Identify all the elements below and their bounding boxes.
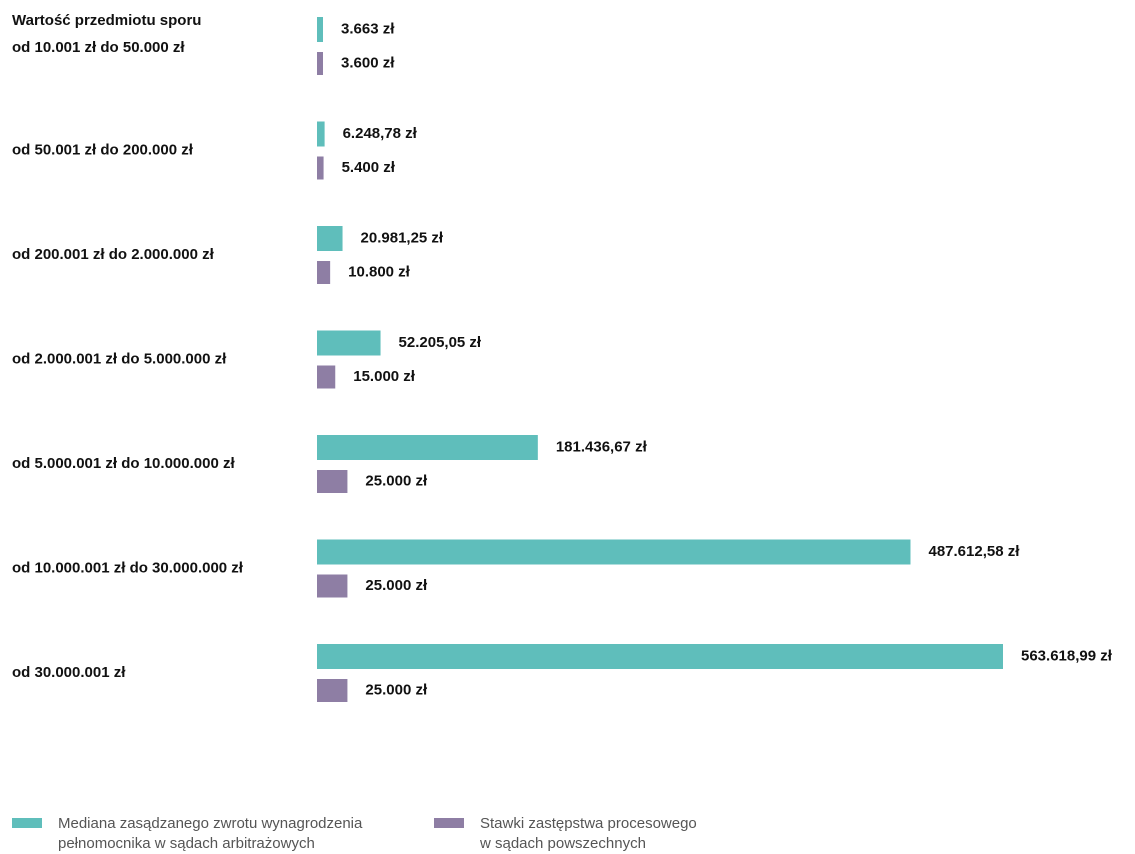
bar-common-courts xyxy=(317,470,348,493)
legend-swatch-common-courts xyxy=(434,818,464,828)
legend-label-common-courts: Stawki zastępstwa procesowego w sądach p… xyxy=(480,815,697,852)
data-label-common-courts: 25.000 zł xyxy=(365,472,428,489)
bar-arbitration xyxy=(317,644,1003,669)
legend-swatch-arbitration xyxy=(12,818,42,828)
bar-arbitration xyxy=(317,121,325,147)
data-label-arbitration: 563.618,99 zł xyxy=(1021,647,1113,664)
category-label: od 30.000.001 zł xyxy=(12,664,126,681)
category-label: od 50.001 zł do 200.000 zł xyxy=(12,141,194,158)
data-label-arbitration: 181.436,67 zł xyxy=(556,438,648,455)
category-label: od 5.000.001 zł do 10.000.000 zł xyxy=(12,455,235,472)
bar-arbitration xyxy=(317,435,538,460)
data-label-common-courts: 25.000 zł xyxy=(365,681,428,698)
bar-common-courts xyxy=(317,156,324,180)
header-label: Wartość przedmiotu sporu xyxy=(12,12,201,29)
bar-arbitration xyxy=(317,226,343,251)
data-label-arbitration: 20.981,25 zł xyxy=(361,229,444,246)
legend-item-arbitration: Mediana zasądzanego zwrotu wynagrodzenia… xyxy=(12,814,402,854)
bar-common-courts xyxy=(317,261,331,284)
data-label-common-courts: 3.600 zł xyxy=(341,54,395,71)
bar-arbitration xyxy=(317,330,381,356)
bar-common-courts xyxy=(317,52,323,75)
category-label: od 10.000.001 zł do 30.000.000 zł xyxy=(12,559,244,576)
data-label-arbitration: 52.205,05 zł xyxy=(399,334,482,351)
category-label: od 200.001 zł do 2.000.000 zł xyxy=(12,246,215,263)
bar-arbitration xyxy=(317,17,323,42)
data-label-common-courts: 10.800 zł xyxy=(348,263,411,280)
legend-label-arbitration: Mediana zasądzanego zwrotu wynagrodzenia… xyxy=(58,815,363,852)
category-label: od 10.001 zł do 50.000 zł xyxy=(12,39,185,56)
category-label: od 2.000.001 zł do 5.000.000 zł xyxy=(12,350,227,367)
legend-item-common-courts: Stawki zastępstwa procesowego w sądach p… xyxy=(434,814,754,854)
data-label-arbitration: 487.612,58 zł xyxy=(928,543,1020,560)
data-label-arbitration: 6.248,78 zł xyxy=(343,125,418,142)
data-label-common-courts: 25.000 zł xyxy=(365,577,428,594)
bar-arbitration xyxy=(317,539,911,565)
bar-common-courts xyxy=(317,574,348,598)
data-label-arbitration: 3.663 zł xyxy=(341,20,395,37)
bar-common-courts xyxy=(317,679,348,702)
data-label-common-courts: 5.400 zł xyxy=(342,159,396,176)
bar-common-courts xyxy=(317,365,336,389)
data-label-common-courts: 15.000 zł xyxy=(353,368,416,385)
